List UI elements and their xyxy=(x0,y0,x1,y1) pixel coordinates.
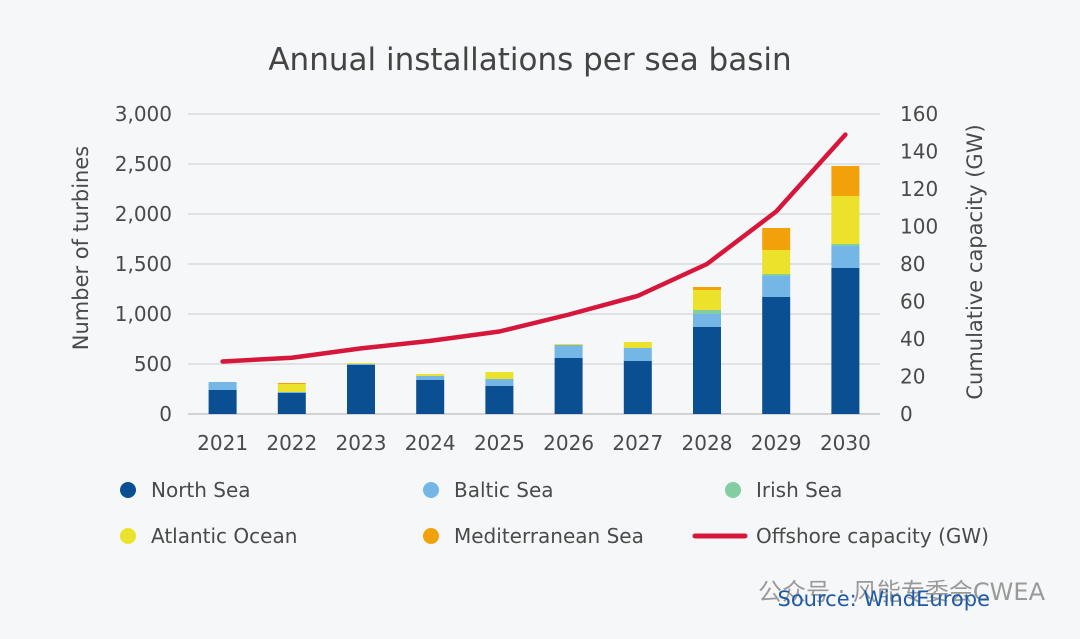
bars-group xyxy=(208,166,860,414)
x-tick-label: 2025 xyxy=(474,431,525,455)
legend-item: Baltic Sea xyxy=(423,478,554,502)
bar-segment-baltic-sea xyxy=(208,382,237,390)
legend-label: North Sea xyxy=(151,478,251,502)
bar-segment-irish-sea xyxy=(762,274,791,276)
bar-segment-north-sea xyxy=(554,358,583,414)
bar-segment-baltic-sea xyxy=(554,345,583,358)
right-tick-label: 160 xyxy=(900,102,938,126)
watermark-text: 公众号 · 风能专委会CWEA xyxy=(758,578,1046,606)
bar-segment-north-sea xyxy=(831,268,860,414)
chart-title: Annual installations per sea basin xyxy=(268,42,791,78)
gridlines xyxy=(188,113,880,415)
x-tick-label: 2024 xyxy=(405,431,456,455)
legend-item: Irish Sea xyxy=(725,478,842,502)
legend-marker xyxy=(120,482,136,498)
capacity-line-group xyxy=(220,132,848,364)
right-axis-title: Cumulative capacity (GW) xyxy=(963,124,987,399)
left-axis-ticks: 0 500 1,000 1,500 2,000 2,500 3,000 xyxy=(115,102,172,426)
bar-segment-atlantic-ocean xyxy=(277,384,306,392)
right-tick-label: 80 xyxy=(900,252,925,276)
bar-segment-atlantic-ocean xyxy=(554,344,583,345)
legend-label: Irish Sea xyxy=(756,478,842,502)
legend-item: Mediterranean Sea xyxy=(423,524,644,548)
bar-segment-mediterranean-sea xyxy=(277,383,306,384)
x-tick-label: 2022 xyxy=(266,431,317,455)
bar-segment-north-sea xyxy=(347,365,375,414)
left-tick-label: 2,500 xyxy=(115,152,172,176)
bar-segment-baltic-sea xyxy=(831,246,860,268)
bar-segment-atlantic-ocean xyxy=(831,196,860,244)
legend-label: Mediterranean Sea xyxy=(454,524,644,548)
left-tick-label: 500 xyxy=(134,352,172,376)
legend-label: Offshore capacity (GW) xyxy=(756,524,989,548)
right-tick-label: 100 xyxy=(900,215,938,239)
legend-item: Atlantic Ocean xyxy=(120,524,297,548)
bar-segment-north-sea xyxy=(762,297,791,414)
legend: North Sea Baltic Sea Irish Sea Atlantic Oce… xyxy=(120,478,989,548)
bar-segment-baltic-sea xyxy=(347,364,375,365)
bar-segment-north-sea xyxy=(416,380,445,414)
bar-segment-north-sea xyxy=(277,393,306,414)
legend-label: Atlantic Ocean xyxy=(151,524,297,548)
right-axis-ticks: 0 20 40 60 80 100 120 140 160 xyxy=(900,102,938,426)
x-tick-label: 2026 xyxy=(543,431,594,455)
x-tick-label: 2027 xyxy=(612,431,663,455)
bar-segment-north-sea xyxy=(623,361,652,414)
bar-segment-baltic-sea xyxy=(277,392,306,393)
right-tick-label: 20 xyxy=(900,365,925,389)
source-note: Source: WindEurope xyxy=(777,587,990,611)
right-tick-label: 0 xyxy=(900,402,913,426)
x-tick-label: 2029 xyxy=(751,431,802,455)
x-tick-label: 2023 xyxy=(336,431,387,455)
left-tick-label: 3,000 xyxy=(115,102,172,126)
bar-segment-north-sea xyxy=(485,386,514,414)
legend-marker xyxy=(120,528,136,544)
legend-item: Offshore capacity (GW) xyxy=(692,524,989,548)
capacity-line xyxy=(220,132,848,364)
legend-label: Baltic Sea xyxy=(454,478,554,502)
right-tick-label: 120 xyxy=(900,177,938,201)
bar-segment-atlantic-ocean xyxy=(623,342,652,348)
bar-segment-north-sea xyxy=(208,390,237,414)
bar-segment-atlantic-ocean xyxy=(416,374,445,376)
legend-marker xyxy=(423,528,439,544)
x-tick-label: 2028 xyxy=(682,431,733,455)
bar-segment-baltic-sea xyxy=(762,276,791,297)
bar-segment-mediterranean-sea xyxy=(762,228,791,250)
bar-segment-atlantic-ocean xyxy=(347,363,375,364)
bar-segment-mediterranean-sea xyxy=(831,166,860,196)
left-axis-title: Number of turbines xyxy=(69,146,93,350)
bar-segment-north-sea xyxy=(693,327,721,414)
legend-marker xyxy=(725,482,741,498)
x-tick-label: 2030 xyxy=(820,431,871,455)
bar-segment-baltic-sea xyxy=(693,314,721,327)
bar-segment-irish-sea xyxy=(693,310,721,314)
bar-segment-atlantic-ocean xyxy=(693,290,721,310)
legend-marker xyxy=(423,482,439,498)
bar-segment-atlantic-ocean xyxy=(485,372,514,379)
left-tick-label: 0 xyxy=(159,402,172,426)
left-tick-label: 2,000 xyxy=(115,202,172,226)
x-tick-label: 2021 xyxy=(197,431,248,455)
bar-segment-baltic-sea xyxy=(623,348,652,361)
bar-segment-atlantic-ocean xyxy=(762,250,791,274)
legend-item: North Sea xyxy=(120,478,251,502)
bar-segment-mediterranean-sea xyxy=(693,287,721,290)
x-axis-ticks: 2021 2022 2023 2024 2025 2026 2027 2028 2029 2030 xyxy=(197,431,871,455)
left-tick-label: 1,000 xyxy=(115,302,172,326)
right-tick-label: 140 xyxy=(900,140,938,164)
bar-segment-baltic-sea xyxy=(485,379,514,386)
left-tick-label: 1,500 xyxy=(115,252,172,276)
right-tick-label: 60 xyxy=(900,290,925,314)
bar-segment-baltic-sea xyxy=(416,376,445,380)
bar-segment-irish-sea xyxy=(831,244,860,246)
right-tick-label: 40 xyxy=(900,327,925,351)
